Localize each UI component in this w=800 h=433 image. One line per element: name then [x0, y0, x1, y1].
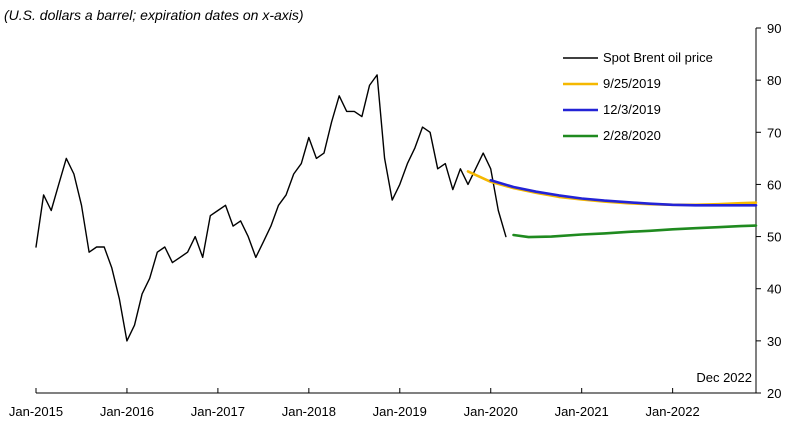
y-tick-label: 90: [767, 21, 781, 36]
axes: Jan-2015 Jan-2016 Jan-2017 Jan-2018 Jan-2019…: [9, 21, 782, 419]
series-line-4: [512, 224, 758, 239]
y-tick-label: 50: [767, 230, 781, 245]
y-tick-label: 70: [767, 125, 781, 140]
x-tick-label: Jan-2020: [464, 404, 518, 419]
legend-label: 12/3/2019: [603, 102, 661, 117]
y-tick-label: 80: [767, 73, 781, 88]
legend: Spot Brent oil price 9/25/2019 12/3/2019 2/…: [563, 50, 713, 143]
series-line-3: [489, 179, 758, 207]
x-tick-label: Jan-2019: [373, 404, 427, 419]
chart-subtitle: (U.S. dollars a barrel; expiration dates…: [4, 7, 304, 23]
y-tick-label: 40: [767, 282, 781, 297]
series-line-1: [35, 74, 507, 342]
legend-label: 9/25/2019: [603, 76, 661, 91]
y-tick-label: 60: [767, 177, 781, 192]
y-tick-label: 30: [767, 334, 781, 349]
series-lines: [35, 74, 758, 342]
x-tick-label: Jan-2017: [191, 404, 245, 419]
x-tick-label: Jan-2015: [9, 404, 63, 419]
series-line-2: [466, 170, 758, 207]
end-date-annotation: Dec 2022: [696, 370, 752, 385]
legend-label: Spot Brent oil price: [603, 50, 713, 65]
y-tick-label: 20: [767, 386, 781, 401]
legend-label: 2/28/2020: [603, 128, 661, 143]
x-tick-label: Jan-2021: [555, 404, 609, 419]
x-tick-label: Jan-2018: [282, 404, 336, 419]
x-tick-label: Jan-2022: [646, 404, 700, 419]
x-tick-label: Jan-2016: [100, 404, 154, 419]
